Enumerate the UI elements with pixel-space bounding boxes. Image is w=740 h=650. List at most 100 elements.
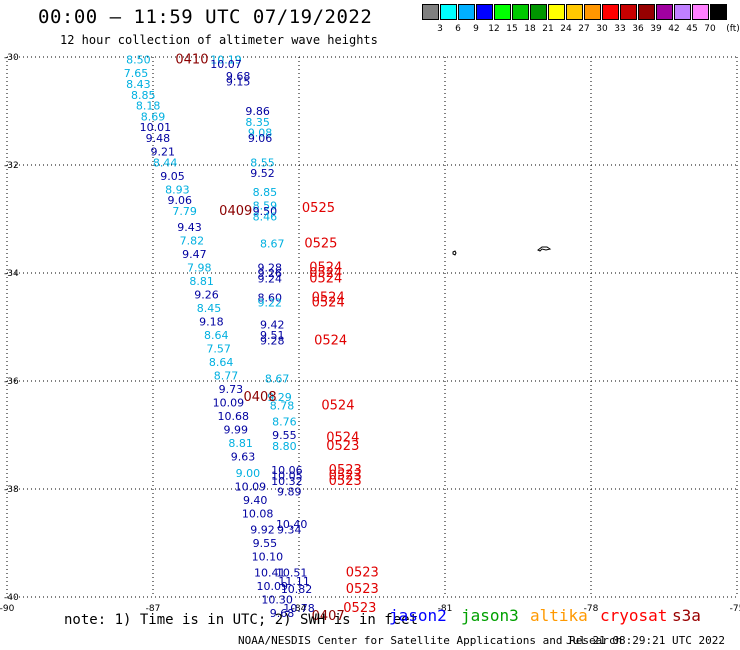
legend-swatch <box>566 4 583 20</box>
wave-height-label: 9.52 <box>250 167 275 180</box>
legend-value-label: 33 <box>614 24 626 34</box>
legend-swatch <box>548 4 565 20</box>
legend-value-label: 70 <box>704 24 716 34</box>
pass-time-label: 0525 <box>304 236 337 251</box>
pass-time-label: 0524 <box>312 296 345 311</box>
wave-height-label: 9.22 <box>258 297 283 310</box>
wave-height-label: 9.26 <box>194 289 219 302</box>
wave-height-label: 9.86 <box>245 105 270 118</box>
wave-height-label: 10.51 <box>276 567 308 580</box>
wave-height-label: 10.40 <box>276 518 308 531</box>
y-tick-label: -38 <box>4 485 19 495</box>
x-tick-label: -84 <box>292 604 307 614</box>
wave-height-label: 8.55 <box>250 156 275 169</box>
credit-text: NOAA/NESDIS Center for Satellite Applica… <box>238 634 623 647</box>
legend-value-label: 39 <box>650 24 662 34</box>
y-tick-label: -30 <box>4 53 19 63</box>
wave-height-label: 8.43 <box>126 78 151 91</box>
x-tick-label: -78 <box>584 604 599 614</box>
wave-height-label: 8.44 <box>153 156 178 169</box>
wave-height-label: 9.08 <box>248 127 273 140</box>
chart-title: 00:00 – 11:59 UTC 07/19/2022 <box>38 6 373 28</box>
y-tick-label: -34 <box>4 269 19 279</box>
wave-height-label: 8.46 <box>253 210 278 223</box>
legend-value-label: 45 <box>686 24 698 34</box>
wave-height-label: 10.68 <box>218 410 250 423</box>
pass-time-label: 0524 <box>309 261 342 276</box>
wave-height-label: 9.48 <box>146 132 171 145</box>
legend-swatch <box>530 4 547 20</box>
legend-value-label: 18 <box>524 24 536 34</box>
wave-height-label: 9.00 <box>236 467 261 480</box>
wave-height-label: 9.28 <box>258 262 283 275</box>
pass-time-label: 0407 <box>312 609 345 624</box>
wave-height-label: 8.78 <box>270 399 295 412</box>
legend-swatch <box>674 4 691 20</box>
wave-height-label: 9.68 <box>226 70 251 83</box>
wave-height-label: 9.47 <box>182 248 207 261</box>
legend-unit-label: (ft) <box>726 24 740 34</box>
legend-value-label: 15 <box>506 24 518 34</box>
legend-value-label: 12 <box>488 24 500 34</box>
wave-height-label: 10.78 <box>283 602 315 615</box>
legend-value-label: 30 <box>596 24 608 34</box>
wave-height-label: 8.64 <box>209 356 234 369</box>
wave-height-label: 7.82 <box>180 235 205 248</box>
legend-swatch <box>440 4 457 20</box>
wave-height-label: 9.43 <box>177 221 202 234</box>
pass-time-label: 0523 <box>329 469 362 484</box>
wave-height-label: 9.28 <box>260 335 285 348</box>
wave-height-label: 8.93 <box>165 183 190 196</box>
wave-height-label: 8.81 <box>228 437 253 450</box>
wave-height-label: 10.30 <box>261 594 293 607</box>
pass-time-label: 0408 <box>244 390 277 405</box>
legend-value-label: 42 <box>668 24 680 34</box>
wave-height-label: 9.89 <box>277 486 302 499</box>
legend-value-label: 9 <box>473 24 479 34</box>
wave-height-label: 9.26 <box>258 267 283 280</box>
pass-time-label: 0523 <box>329 474 362 489</box>
wave-height-label: 9.06 <box>248 132 273 145</box>
wave-height-label: 8.69 <box>141 110 166 123</box>
wave-height-label: 7.57 <box>206 343 231 356</box>
wave-height-label: 8.59 <box>253 200 278 213</box>
wave-height-label: 9.92 <box>250 524 275 537</box>
y-tick-label: -32 <box>4 161 19 171</box>
legend-s3a: s3a <box>672 606 701 625</box>
wave-height-label: 9.34 <box>277 524 302 537</box>
legend-swatch <box>620 4 637 20</box>
island-outline <box>537 246 552 252</box>
wave-height-label: 8.50 <box>126 54 151 67</box>
wave-height-label: 10.01 <box>140 121 172 134</box>
wave-height-label: 8.45 <box>197 302 222 315</box>
pass-time-label: 0524 <box>326 431 359 446</box>
wave-height-label: 10.82 <box>281 583 313 596</box>
legend-value-label: 21 <box>542 24 554 34</box>
legend-cryosat: cryosat <box>600 606 668 625</box>
legend-swatch <box>494 4 511 20</box>
x-tick-label: -90 <box>0 604 15 614</box>
wave-height-label: 9.73 <box>219 383 244 396</box>
generated-timestamp: Jul 21 08:29:21 UTC 2022 <box>566 634 725 647</box>
wave-height-label: 8.35 <box>245 116 270 129</box>
wave-height-label: 10.07 <box>210 58 242 71</box>
wave-height-label: 10.10 <box>252 551 284 564</box>
wave-height-label: 9.42 <box>260 318 285 331</box>
wave-height-label: 10.41 <box>254 567 286 580</box>
wave-height-label: 9.29 <box>267 391 292 404</box>
wave-height-label: 8.64 <box>204 329 229 342</box>
wave-height-label: 8.80 <box>272 440 297 453</box>
wave-height-label: 8.18 <box>136 100 161 113</box>
wave-height-label: 9.55 <box>253 537 278 550</box>
wave-height-label: 9.18 <box>199 316 224 329</box>
wave-height-label: 10.05 <box>271 470 303 483</box>
note-text: note: 1) Time is in UTC; 2) SWH is in fe… <box>64 612 419 628</box>
x-tick-label: -75 <box>730 604 740 614</box>
pass-time-label: 0524 <box>309 266 342 281</box>
legend-swatch <box>584 4 601 20</box>
wave-height-label: 7.98 <box>187 262 212 275</box>
legend-jason3: jason3 <box>461 606 519 625</box>
pass-time-label: 0523 <box>326 439 359 454</box>
legend-swatch <box>710 4 727 20</box>
wave-height-label: 9.05 <box>160 170 185 183</box>
